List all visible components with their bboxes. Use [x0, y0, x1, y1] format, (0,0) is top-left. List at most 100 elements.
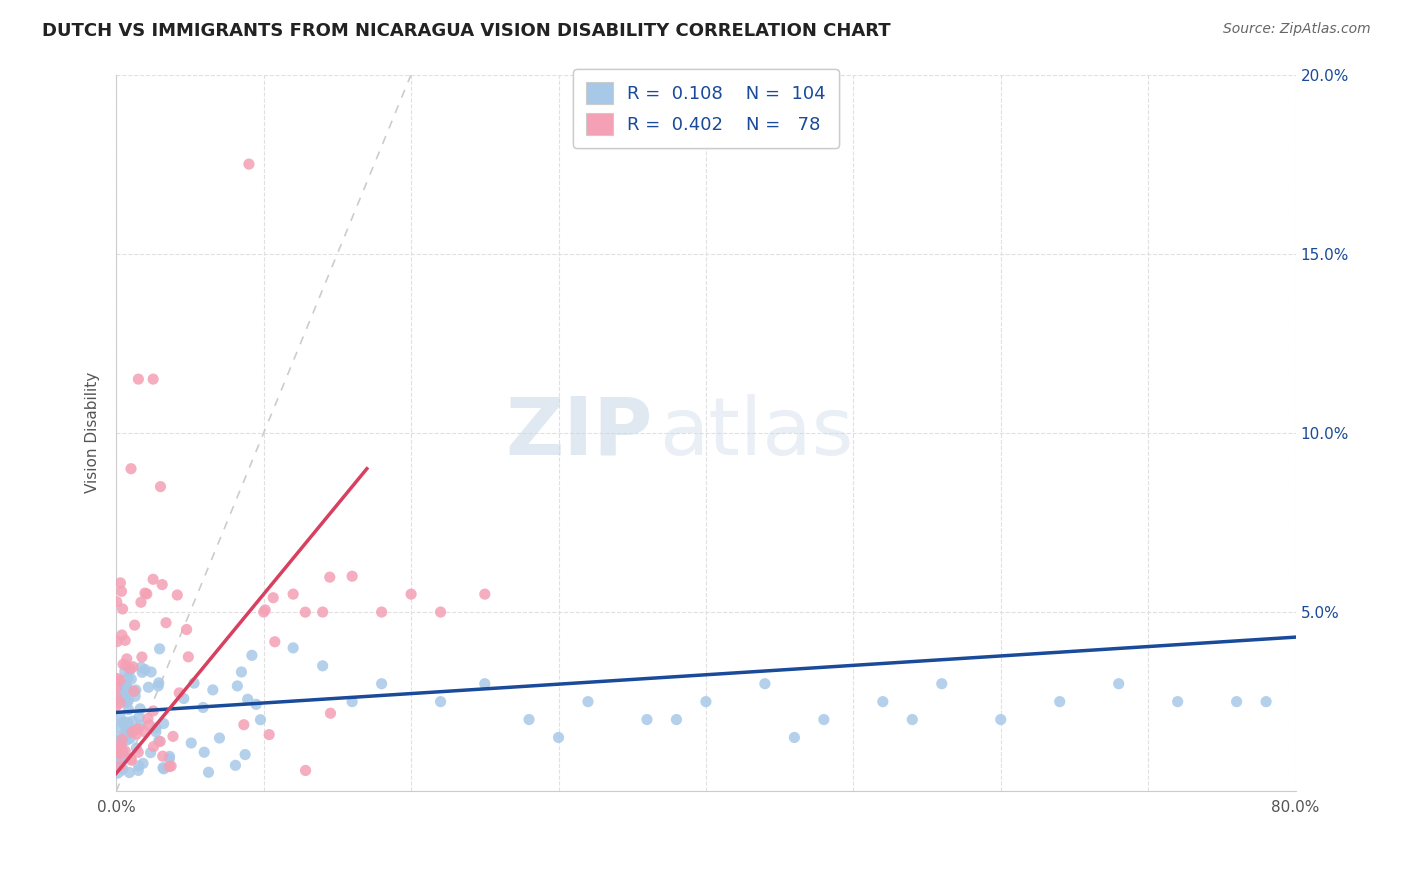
Point	[695, 695, 717, 709]
Point	[232, 717, 254, 731]
Text: atlas: atlas	[659, 394, 853, 472]
Point	[125, 727, 148, 741]
Point	[125, 683, 148, 698]
Point	[370, 677, 392, 691]
Point	[153, 762, 176, 776]
Point	[124, 689, 146, 703]
Point	[117, 703, 139, 717]
Point	[177, 649, 200, 664]
Point	[110, 730, 132, 744]
Point	[183, 676, 205, 690]
Point	[141, 665, 163, 679]
Point	[112, 657, 135, 672]
Legend: R =  0.108    N =  104, R =  0.402    N =   78: R = 0.108 N = 104, R = 0.402 N = 78	[574, 70, 838, 147]
Point	[111, 733, 134, 747]
Point	[149, 641, 172, 656]
Point	[231, 665, 253, 679]
Text: DUTCH VS IMMIGRANTS FROM NICARAGUA VISION DISABILITY CORRELATION CHART: DUTCH VS IMMIGRANTS FROM NICARAGUA VISIO…	[42, 22, 891, 40]
Point	[138, 718, 160, 732]
Point	[117, 716, 139, 731]
Point	[111, 732, 134, 747]
Text: Source: ZipAtlas.com: Source: ZipAtlas.com	[1223, 22, 1371, 37]
Point	[1108, 677, 1130, 691]
Point	[105, 690, 128, 705]
Point	[129, 702, 152, 716]
Point	[139, 746, 162, 760]
Point	[107, 766, 129, 780]
Point	[783, 731, 806, 745]
Point	[162, 730, 184, 744]
Point	[114, 682, 136, 697]
Point	[128, 759, 150, 773]
Point	[110, 584, 132, 599]
Point	[155, 615, 177, 630]
Point	[157, 759, 180, 773]
Point	[148, 734, 170, 748]
Point	[311, 605, 333, 619]
Point	[319, 706, 342, 721]
Point	[122, 684, 145, 698]
Point	[208, 731, 231, 745]
Point	[118, 765, 141, 780]
Point	[129, 595, 152, 609]
Point	[129, 660, 152, 674]
Point	[201, 682, 224, 697]
Point	[1226, 695, 1249, 709]
Point	[114, 633, 136, 648]
Point	[547, 731, 569, 745]
Point	[236, 692, 259, 706]
Point	[135, 587, 157, 601]
Point	[142, 572, 165, 586]
Point	[120, 672, 142, 686]
Point	[115, 688, 138, 702]
Point	[138, 680, 160, 694]
Point	[1254, 695, 1277, 709]
Point	[399, 587, 422, 601]
Point	[474, 677, 496, 691]
Y-axis label: Vision Disability: Vision Disability	[86, 372, 100, 493]
Point	[105, 687, 128, 701]
Point	[114, 721, 136, 735]
Point	[142, 739, 165, 754]
Point	[226, 679, 249, 693]
Point	[150, 577, 173, 591]
Point	[115, 696, 138, 710]
Point	[124, 723, 146, 738]
Point	[142, 372, 165, 386]
Point	[127, 745, 149, 759]
Point	[111, 737, 134, 751]
Text: ZIP: ZIP	[506, 394, 652, 472]
Point	[166, 588, 188, 602]
Point	[294, 764, 316, 778]
Point	[107, 746, 129, 760]
Point	[1167, 695, 1189, 709]
Point	[118, 664, 141, 678]
Point	[931, 677, 953, 691]
Point	[110, 738, 132, 752]
Point	[120, 752, 142, 766]
Point	[122, 684, 145, 698]
Point	[283, 640, 305, 655]
Point	[125, 741, 148, 756]
Point	[257, 728, 280, 742]
Point	[111, 744, 134, 758]
Point	[340, 569, 363, 583]
Point	[311, 658, 333, 673]
Point	[191, 700, 214, 714]
Point	[115, 658, 138, 673]
Point	[245, 698, 267, 712]
Point	[429, 605, 451, 619]
Point	[108, 720, 131, 734]
Point	[134, 663, 156, 677]
Point	[149, 480, 172, 494]
Point	[120, 731, 142, 746]
Point	[105, 634, 128, 648]
Point	[636, 713, 658, 727]
Point	[576, 695, 599, 709]
Point	[142, 704, 165, 718]
Point	[110, 575, 132, 590]
Point	[132, 756, 155, 771]
Point	[111, 602, 134, 616]
Point	[117, 693, 139, 707]
Point	[340, 695, 363, 709]
